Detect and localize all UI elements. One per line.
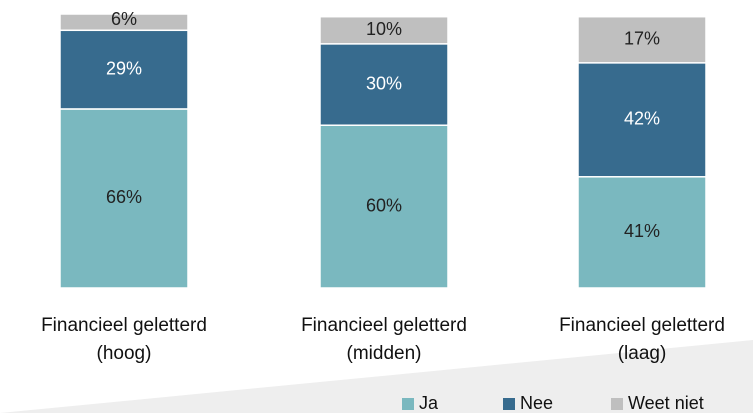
value-label: 17% bbox=[624, 29, 660, 49]
legend-label: Weet niet bbox=[628, 393, 704, 413]
value-label: 10% bbox=[366, 19, 402, 39]
background-shape bbox=[0, 340, 753, 413]
value-label: 41% bbox=[624, 221, 660, 241]
x-tick-label: Financieel geletterd (laag) bbox=[559, 315, 725, 364]
bar-segment bbox=[319, 15, 449, 45]
bar-segment bbox=[577, 15, 707, 64]
value-label: 6% bbox=[111, 9, 137, 29]
value-label: 60% bbox=[366, 195, 402, 215]
value-label: 42% bbox=[624, 109, 660, 129]
x-tick-label: Financieel geletterd (midden) bbox=[301, 315, 467, 364]
legend-item: Ja bbox=[402, 393, 438, 413]
value-label: 30% bbox=[366, 73, 402, 93]
bar-segment bbox=[577, 176, 707, 289]
legend-item: Nee bbox=[503, 393, 553, 413]
legend-swatch bbox=[402, 398, 414, 410]
legend-swatch bbox=[503, 398, 515, 410]
legend-label: Ja bbox=[419, 393, 439, 413]
bar-segment bbox=[319, 43, 449, 126]
legend: Ja Nee Weet niet bbox=[0, 393, 753, 413]
bar-segment bbox=[59, 13, 189, 32]
value-label: 29% bbox=[106, 58, 142, 78]
value-label: 66% bbox=[106, 187, 142, 207]
x-tick-label: Financieel geletterd (hoog) bbox=[41, 315, 207, 364]
legend-item: Weet niet bbox=[611, 393, 704, 413]
legend-swatch bbox=[611, 398, 623, 410]
legend-label: Nee bbox=[520, 393, 554, 413]
